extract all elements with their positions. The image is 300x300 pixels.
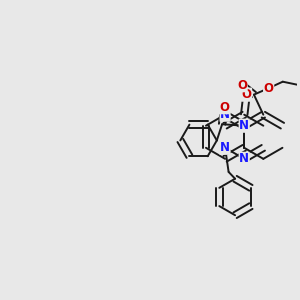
Text: O: O <box>220 101 230 114</box>
Text: O: O <box>237 79 247 92</box>
Text: O: O <box>264 82 274 95</box>
Text: N: N <box>220 108 230 121</box>
Text: O: O <box>242 88 252 101</box>
Text: N: N <box>239 119 249 132</box>
Text: N: N <box>239 152 249 165</box>
Text: N: N <box>220 141 230 154</box>
